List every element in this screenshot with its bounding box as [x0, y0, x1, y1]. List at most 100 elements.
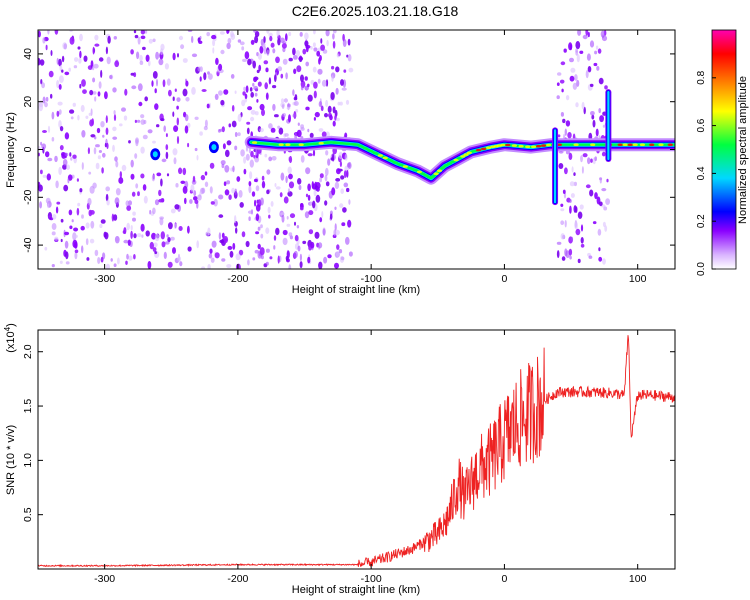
noise-blob — [64, 152, 69, 157]
noise-blob — [173, 125, 179, 132]
noise-blob — [253, 30, 257, 33]
noise-blob — [310, 241, 315, 249]
noise-blob — [338, 249, 343, 254]
noise-blob — [208, 253, 213, 259]
noise-blob — [283, 196, 289, 204]
noise-blob — [58, 75, 64, 83]
noise-blob — [280, 73, 284, 79]
noise-blob — [38, 30, 41, 38]
noise-blob — [245, 85, 249, 93]
noise-blob — [263, 60, 269, 65]
noise-blob — [266, 30, 270, 34]
noise-blob — [565, 120, 571, 127]
noise-blob — [98, 81, 102, 89]
noise-blob — [305, 106, 310, 111]
noise-blob — [76, 178, 79, 182]
noise-blob — [130, 230, 133, 239]
noise-blob — [82, 89, 87, 94]
noise-blob — [64, 132, 70, 140]
noise-blob — [94, 34, 99, 41]
noise-blob — [599, 115, 604, 123]
noise-blob — [335, 87, 339, 95]
noise-blob — [305, 45, 309, 53]
noise-blob — [321, 211, 324, 218]
noise-blob — [297, 245, 301, 252]
noise-blob — [253, 77, 258, 83]
ridge-peak — [407, 167, 413, 170]
noise-blob — [247, 58, 252, 66]
ridge-peak — [486, 146, 492, 149]
noise-blob — [255, 204, 261, 212]
noise-blob — [280, 172, 285, 181]
noise-blob — [140, 114, 145, 119]
noise-blob — [66, 164, 70, 170]
noise-blob — [257, 81, 262, 87]
noise-blob — [269, 256, 273, 260]
noise-blob — [316, 50, 321, 57]
noise-blob — [265, 227, 270, 234]
noise-blob — [156, 124, 160, 128]
noise-blob — [313, 30, 316, 35]
ridge-peak — [556, 143, 563, 146]
noise-blob — [38, 100, 44, 108]
noise-blob — [145, 54, 150, 62]
noise-blob — [581, 166, 584, 174]
noise-blob — [277, 255, 280, 264]
noise-blob — [336, 251, 340, 258]
noise-blob — [47, 30, 50, 35]
noise-blob — [200, 174, 206, 181]
colorbar-ticks: 0.0 0.2 0.4 0.6 0.8 — [696, 70, 716, 276]
noise-blob — [299, 261, 303, 269]
noise-blob — [557, 72, 562, 76]
noise-blob — [111, 213, 115, 222]
noise-blob — [51, 223, 57, 230]
noise-blob — [45, 96, 49, 102]
noise-blob — [250, 91, 254, 98]
noise-blob — [160, 231, 165, 240]
ridge-peak — [433, 172, 439, 175]
noise-blob — [309, 132, 314, 139]
noise-blob — [297, 178, 302, 185]
noise-blob — [246, 121, 251, 125]
noise-blob — [61, 152, 66, 157]
noise-blob — [191, 86, 196, 95]
noise-blob — [307, 194, 311, 201]
noise-blob — [179, 261, 183, 267]
noise-blob — [287, 188, 291, 193]
noise-blob — [285, 175, 288, 184]
noise-blob — [119, 171, 123, 179]
noise-blob — [218, 214, 224, 218]
noise-blob — [266, 169, 271, 175]
noise-blob — [318, 57, 321, 65]
noise-blob — [81, 162, 84, 170]
noise-blob — [580, 243, 585, 248]
noise-blob — [244, 93, 248, 100]
noise-blob — [598, 201, 603, 207]
noise-blob — [564, 167, 568, 175]
noise-blob — [212, 39, 216, 47]
noise-blob — [590, 111, 595, 116]
noise-blob — [147, 261, 152, 269]
noise-blob — [40, 141, 43, 146]
noise-blob — [255, 231, 260, 235]
noise-blob — [62, 159, 68, 166]
noise-blob — [199, 76, 202, 82]
noise-blob — [569, 75, 575, 82]
noise-blob — [152, 247, 157, 252]
noise-blob — [574, 221, 578, 230]
noise-blob — [135, 183, 139, 189]
noise-blob — [184, 197, 187, 205]
noise-blob — [197, 194, 202, 201]
noise-blob — [54, 236, 59, 241]
noise-blob — [294, 94, 298, 100]
noise-blob — [72, 154, 77, 159]
noise-blob — [51, 231, 56, 236]
noise-blob — [154, 199, 160, 206]
noise-blob — [238, 190, 243, 198]
noise-blob — [325, 150, 329, 156]
noise-blob — [261, 180, 266, 189]
noise-blob — [130, 49, 134, 55]
ridge-peak — [632, 143, 638, 146]
noise-blob — [269, 35, 273, 42]
noise-blob — [571, 166, 574, 173]
